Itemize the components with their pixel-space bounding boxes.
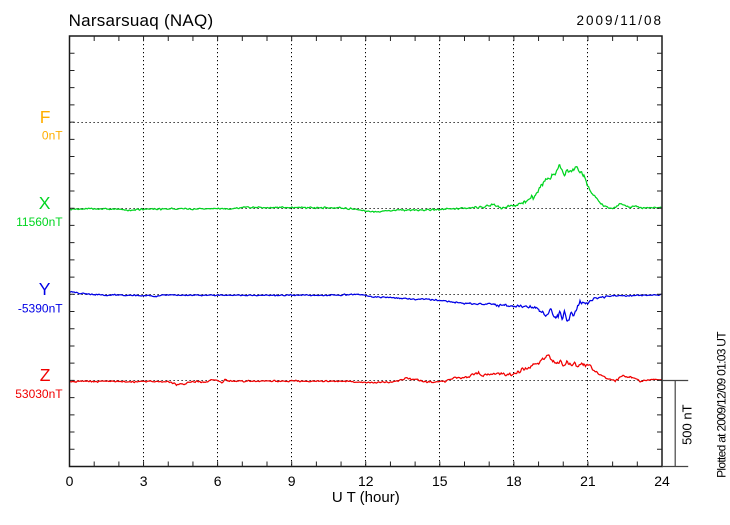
svg-text:Narsarsuaq (NAQ): Narsarsuaq (NAQ) (69, 11, 214, 30)
svg-text:Plotted at 2009/12/09 01:03 UT: Plotted at 2009/12/09 01:03 UT (714, 331, 728, 478)
svg-text:2009/11/08: 2009/11/08 (577, 13, 664, 28)
svg-text:9: 9 (288, 473, 296, 489)
svg-text:12: 12 (358, 473, 374, 489)
svg-text:21: 21 (580, 473, 596, 489)
svg-text:6: 6 (214, 473, 222, 489)
svg-text:11560nT: 11560nT (16, 215, 63, 229)
svg-text:18: 18 (506, 473, 522, 489)
svg-text:Y: Y (39, 279, 51, 299)
svg-text:500 nT: 500 nT (679, 404, 694, 445)
svg-text:-5390nT: -5390nT (18, 302, 63, 316)
svg-text:X: X (39, 193, 51, 213)
svg-text:15: 15 (432, 473, 448, 489)
svg-text:U T (hour): U T (hour) (332, 489, 400, 506)
svg-text:0nT: 0nT (42, 129, 63, 143)
svg-text:24: 24 (654, 473, 670, 489)
svg-text:3: 3 (140, 473, 148, 489)
svg-text:53030nT: 53030nT (15, 387, 63, 401)
svg-text:F: F (40, 107, 51, 127)
svg-text:0: 0 (66, 473, 74, 489)
svg-text:Z: Z (40, 365, 51, 385)
